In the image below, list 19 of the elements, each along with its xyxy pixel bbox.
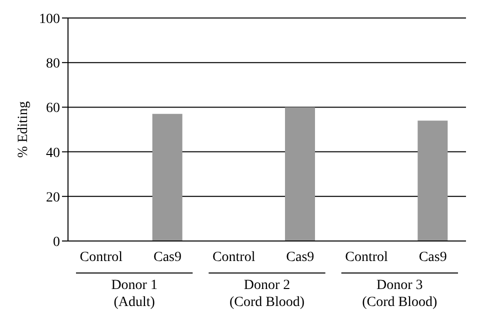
x-tick-label: Control bbox=[345, 250, 388, 265]
y-tick-label: 80 bbox=[46, 56, 60, 72]
y-tick-label: 40 bbox=[46, 146, 60, 161]
bar bbox=[152, 114, 182, 241]
bar bbox=[418, 120, 448, 241]
x-tick-label: Cas9 bbox=[154, 250, 182, 265]
bar bbox=[285, 107, 315, 241]
x-tick-label: Control bbox=[80, 250, 123, 265]
text: Donor 2 (Cord Blood) bbox=[229, 278, 305, 310]
x-tick-label: Cas9 bbox=[418, 250, 447, 265]
y-tick-label: 60 bbox=[46, 101, 60, 116]
x-tick-label: Control bbox=[212, 250, 256, 265]
y-tick-label: 100 bbox=[39, 12, 60, 27]
y-axis-title: % Editing bbox=[16, 101, 31, 158]
y-tick-label: 0 bbox=[53, 234, 60, 250]
text: Donor 1 (Adult) bbox=[111, 278, 158, 310]
x-tick-label: Cas9 bbox=[286, 250, 314, 265]
text: Donor 3 (Cord Blood) bbox=[362, 278, 438, 310]
y-tick-label: 20 bbox=[46, 190, 60, 206]
